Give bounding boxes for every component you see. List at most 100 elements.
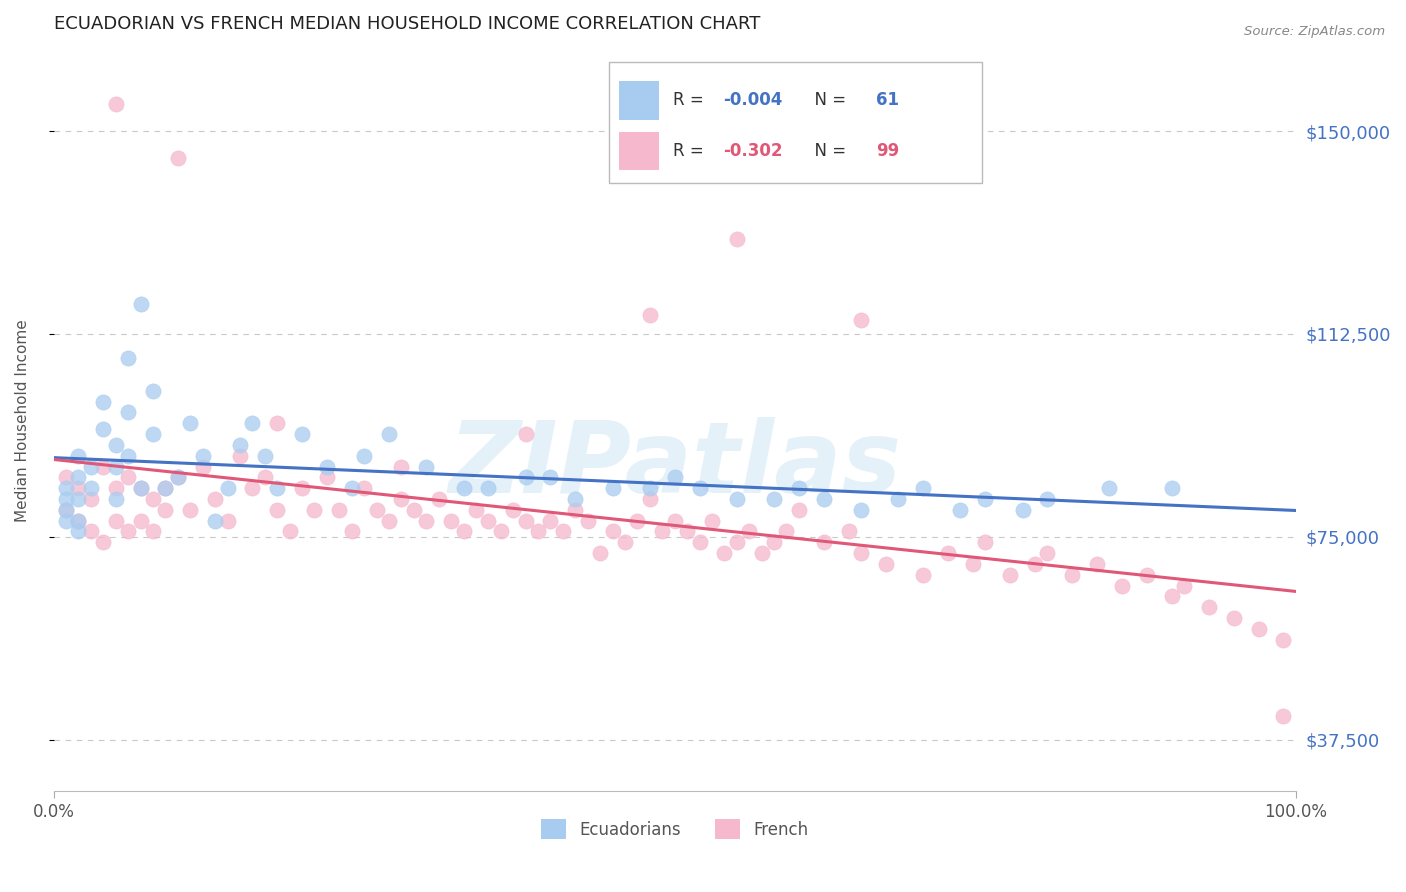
Point [1173,579,1195,593]
Point [129,514,152,528]
Text: 99: 99 [876,142,900,160]
Point [564,503,586,517]
Point [266,481,288,495]
Point [129,481,152,495]
Point [266,417,288,431]
Point [391,491,413,506]
Point [949,503,972,517]
FancyBboxPatch shape [609,62,981,183]
Text: R =: R = [673,142,710,160]
Point [391,459,413,474]
Point [638,308,661,322]
Text: -0.302: -0.302 [723,142,783,160]
Point [1136,567,1159,582]
Point [142,427,165,442]
Point [191,459,214,474]
Point [229,438,252,452]
Point [117,449,139,463]
Point [217,481,239,495]
Point [838,524,860,539]
Point [775,524,797,539]
Y-axis label: Median Household Income: Median Household Income [15,319,30,522]
Point [415,459,437,474]
Point [80,491,103,506]
Point [129,481,152,495]
Point [453,524,475,539]
Point [700,514,723,528]
Point [763,491,786,506]
Point [291,481,314,495]
Text: ECUADORIAN VS FRENCH MEDIAN HOUSEHOLD INCOME CORRELATION CHART: ECUADORIAN VS FRENCH MEDIAN HOUSEHOLD IN… [53,15,761,33]
Point [340,481,363,495]
Point [875,557,897,571]
Point [240,417,263,431]
Point [67,491,90,506]
Point [602,524,624,539]
Point [378,427,401,442]
Point [204,491,226,506]
Point [80,481,103,495]
Point [540,514,562,528]
Point [1222,611,1244,625]
FancyBboxPatch shape [619,132,658,170]
Point [638,481,661,495]
Point [117,351,139,366]
Point [1198,600,1220,615]
Point [55,481,77,495]
Point [1024,557,1046,571]
Point [725,491,748,506]
Point [129,297,152,311]
Point [689,535,711,549]
Point [117,470,139,484]
Point [1160,590,1182,604]
Point [315,459,337,474]
Point [849,546,872,560]
Point [477,514,499,528]
Point [266,503,288,517]
Point [253,470,276,484]
Point [229,449,252,463]
Point [166,470,188,484]
Point [1272,632,1295,647]
Point [564,491,586,506]
Point [974,535,997,549]
Point [117,524,139,539]
Point [179,503,201,517]
Text: -0.004: -0.004 [723,91,783,110]
Point [540,470,562,484]
Point [849,503,872,517]
Point [664,514,686,528]
Point [1247,622,1270,636]
Point [689,481,711,495]
Point [104,438,127,452]
Text: 61: 61 [876,91,898,110]
Point [55,470,77,484]
Text: R =: R = [673,91,710,110]
Point [278,524,301,539]
Point [1272,708,1295,723]
Point [527,524,550,539]
Point [91,394,114,409]
Point [849,313,872,327]
Point [1036,546,1059,560]
Legend: Ecuadorians, French: Ecuadorians, French [534,813,814,846]
Point [676,524,699,539]
Point [738,524,761,539]
Point [502,503,524,517]
Point [55,503,77,517]
Point [340,524,363,539]
Point [378,514,401,528]
Point [67,470,90,484]
Point [253,449,276,463]
Point [998,567,1021,582]
Point [477,481,499,495]
Point [55,491,77,506]
Point [315,470,337,484]
Point [166,151,188,165]
Point [664,470,686,484]
Point [787,503,810,517]
Point [787,481,810,495]
Point [725,535,748,549]
Point [974,491,997,506]
Point [104,97,127,112]
